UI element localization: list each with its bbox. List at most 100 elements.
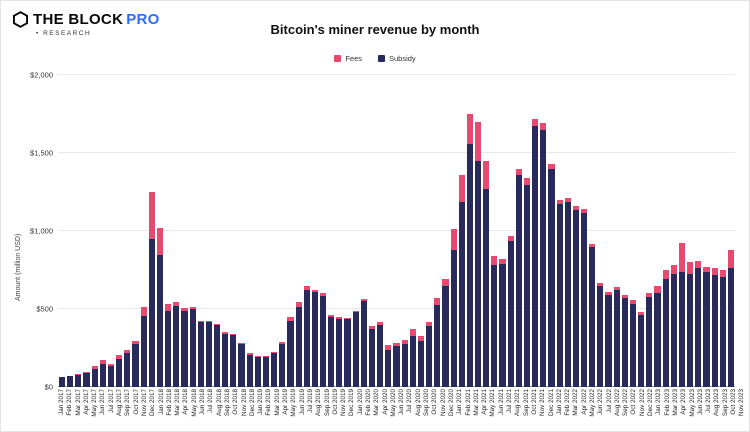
- fees-segment: [205, 320, 212, 323]
- bar-jun-2019: [295, 75, 302, 387]
- bar-jun-2023: [687, 75, 694, 387]
- the-block-hexagon-icon: [13, 11, 28, 28]
- fees-segment: [687, 262, 694, 274]
- fees-segment: [540, 123, 547, 131]
- brand-logo: THE BLOCK PRO • RESEARCH: [13, 11, 160, 37]
- bar-sep-2017: [124, 75, 131, 387]
- brand-research-text: • RESEARCH: [36, 30, 92, 37]
- subsidy-segment: [246, 355, 253, 387]
- subsidy-segment: [409, 335, 416, 387]
- x-axis-label: Jan 2020: [356, 389, 364, 415]
- bar-feb-2018: [165, 75, 172, 387]
- x-axis-label: Aug 2020: [414, 389, 422, 416]
- fees-segment: [352, 310, 359, 313]
- fees-segment: [279, 341, 286, 344]
- x-axis-label: Sep 2020: [423, 389, 431, 416]
- fees-segment: [336, 316, 343, 319]
- fees-segment: [189, 306, 196, 309]
- subsidy-segment: [124, 353, 131, 387]
- x-axis-label: May 2019: [290, 389, 298, 417]
- fees-segment: [621, 294, 628, 299]
- fees-segment: [262, 355, 270, 358]
- fees-segment: [393, 342, 400, 346]
- fees-segment: [344, 317, 351, 320]
- fees-segment: [442, 278, 449, 286]
- fees-segment: [213, 323, 221, 326]
- fees-segment: [507, 235, 514, 242]
- bar-mar-2019: [271, 75, 278, 387]
- subsidy-segment: [140, 316, 147, 387]
- subsidy-segment: [654, 292, 661, 387]
- x-axis-label: Dec 2022: [647, 389, 655, 416]
- subsidy-segment: [107, 365, 115, 387]
- subsidy-segment: [311, 292, 318, 387]
- x-axis-label: Jul 2019: [306, 389, 314, 413]
- subsidy-segment: [99, 363, 106, 387]
- x-axis-label: Jun 2021: [497, 389, 505, 415]
- bar-oct-2019: [328, 75, 335, 387]
- fees-segment: [662, 270, 669, 280]
- subsidy-segment: [434, 305, 441, 387]
- fees-segment: [483, 160, 490, 189]
- fees-segment: [695, 260, 702, 269]
- subsidy-segment: [401, 344, 408, 387]
- subsidy-segment: [613, 289, 620, 387]
- bar-jul-2023: [695, 75, 702, 387]
- bar-jan-2019: [254, 75, 261, 387]
- bar-sep-2023: [711, 75, 718, 387]
- fees-segment: [450, 229, 457, 250]
- fees-segment: [140, 307, 147, 317]
- x-axis-label: Jun 2018: [199, 389, 207, 415]
- bar-jun-2017: [99, 75, 106, 387]
- subsidy-segment: [629, 303, 637, 387]
- x-axis-label: Dec 2021: [547, 389, 555, 416]
- bar-jan-2017: [59, 75, 66, 387]
- subsidy-segment: [165, 310, 172, 387]
- bar-aug-2020: [409, 75, 416, 387]
- x-axis-label: Oct 2023: [730, 389, 738, 415]
- x-axis-label: Jul 2022: [605, 389, 613, 413]
- fees-segment: [646, 293, 653, 298]
- bar-jan-2023: [646, 75, 653, 387]
- subsidy-segment: [132, 344, 139, 387]
- subsidy-segment: [695, 268, 702, 387]
- subsidy-segment: [466, 143, 473, 387]
- fees-segment: [75, 373, 82, 375]
- x-axis-label: Apr 2022: [580, 389, 588, 415]
- bar-jun-2021: [491, 75, 498, 387]
- fees-segment: [328, 315, 335, 318]
- bar-oct-2023: [719, 75, 726, 387]
- chart-title: Bitcoin's miner revenue by month: [270, 22, 480, 37]
- fees-segment: [719, 270, 726, 278]
- fees-segment: [165, 304, 172, 311]
- x-axis-label: Apr 2017: [82, 389, 90, 415]
- fees-segment: [670, 265, 677, 274]
- fees-segment: [254, 355, 261, 358]
- bar-nov-2018: [238, 75, 245, 387]
- y-axis-tick-label: $0: [44, 382, 53, 392]
- x-axis-label: Feb 2022: [564, 389, 572, 416]
- x-axis-label: Nov 2017: [140, 389, 148, 416]
- x-axis-label: Apr 2020: [381, 389, 389, 415]
- gridline-2000: [58, 74, 735, 75]
- bar-aug-2023: [703, 75, 710, 387]
- bar-dec-2021: [540, 75, 547, 387]
- subsidy-segment: [336, 318, 343, 387]
- subsidy-segment: [621, 298, 628, 387]
- x-axis-label: Nov 2020: [439, 389, 447, 416]
- fees-segment: [711, 268, 718, 275]
- x-axis-label: Jun 2017: [99, 389, 107, 415]
- x-axis-label: Aug 2019: [315, 389, 323, 416]
- plot-area: $0 $500 $1,000 $1,500 $2,000: [30, 71, 735, 392]
- bar-aug-2017: [116, 75, 123, 387]
- bar-may-2018: [189, 75, 196, 387]
- subsidy-segment: [279, 343, 286, 387]
- subsidy-segment: [393, 345, 400, 387]
- x-axis-label: Feb 2021: [464, 389, 472, 416]
- bar-nov-2023: [727, 75, 734, 387]
- bar-sep-2020: [417, 75, 425, 387]
- fees-segment: [703, 266, 710, 273]
- fees-segment: [295, 302, 302, 307]
- bar-jun-2022: [589, 75, 596, 387]
- subsidy-segment: [638, 314, 645, 387]
